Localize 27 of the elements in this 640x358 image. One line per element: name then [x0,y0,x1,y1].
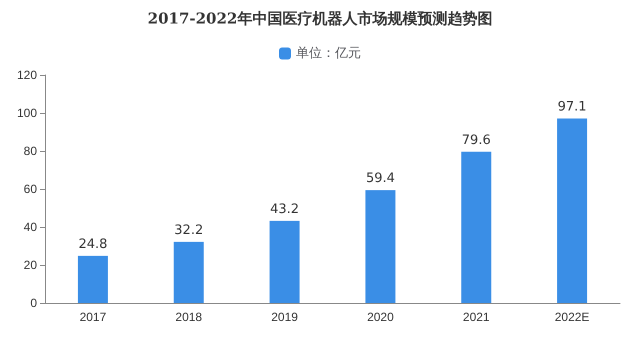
bar [174,242,204,303]
x-tick-label: 2022E [554,310,590,324]
data-label: 97.1 [558,100,587,115]
bar [557,118,588,303]
y-tick-label: 100 [16,106,38,120]
y-tick-label: 80 [24,144,38,158]
data-label: 32.2 [174,222,204,238]
data-label: 43.2 [270,202,300,217]
x-tick-label: 2021 [462,310,490,324]
bar [461,152,492,303]
x-tick-label: 2018 [175,310,202,324]
y-tick-label: 40 [24,220,38,234]
y-tick-label: 60 [24,182,38,196]
data-label: 24.8 [78,236,108,252]
y-tick-label: 120 [16,68,38,82]
bar [270,220,300,303]
chart-title: 2017-2022年中国医疗机器人市场规模预测趋势图 [148,10,492,28]
x-tick-label: 2019 [271,310,298,324]
y-tick-label: 20 [24,258,38,272]
bar [365,190,396,303]
data-label: 79.6 [462,132,491,148]
data-label: 59.4 [366,171,395,186]
bar [78,256,108,303]
x-tick-label: 2017 [80,310,107,324]
x-tick-label: 2020 [367,310,394,324]
legend-label: 单位：亿元 [296,46,361,61]
y-tick-label: 0 [30,296,38,310]
